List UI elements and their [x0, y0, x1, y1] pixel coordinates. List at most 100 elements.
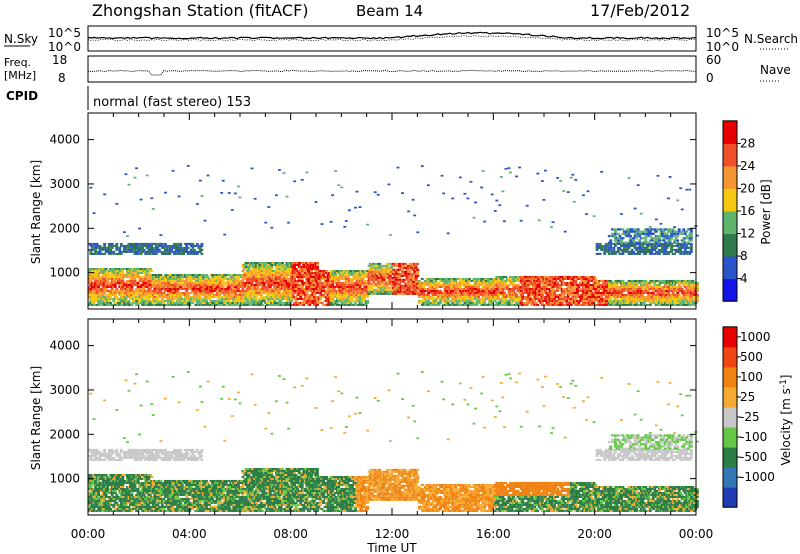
data-cell [440, 291, 444, 294]
data-cell [281, 275, 284, 278]
data-cell [256, 291, 260, 294]
data-cell [569, 283, 573, 286]
data-cell [466, 303, 470, 306]
data-cell [366, 279, 370, 282]
data-cell [597, 279, 601, 282]
data-cell [130, 250, 134, 253]
data-cell [481, 295, 485, 298]
data-cell [388, 280, 392, 283]
data-cell [425, 293, 429, 296]
data-cell [173, 291, 176, 294]
data-cell [364, 271, 368, 274]
data-cell [446, 303, 450, 306]
data-cell [498, 281, 502, 284]
data-cell [446, 283, 450, 286]
data-cell [300, 281, 304, 284]
data-cell [411, 284, 415, 287]
data-cell [240, 289, 243, 292]
data-cell [369, 284, 373, 287]
data-cell [565, 287, 569, 290]
data-cell [316, 289, 319, 292]
data-cell [303, 273, 307, 276]
data-cell [392, 278, 395, 281]
data-cell [92, 252, 96, 255]
data-cell [265, 267, 269, 270]
data-cell [370, 264, 374, 267]
data-cell [101, 271, 105, 274]
data-cell [398, 264, 401, 267]
data-cell [312, 275, 316, 278]
data-cell [258, 267, 262, 270]
data-cell [185, 283, 189, 286]
data-cell [180, 283, 184, 286]
data-cell [474, 285, 477, 288]
data-cell [110, 271, 114, 274]
data-cell [463, 297, 467, 300]
data-cell [177, 277, 181, 280]
data-cell [104, 287, 108, 290]
data-cell [185, 279, 189, 282]
data-cell [460, 279, 464, 282]
data-cell [516, 299, 520, 302]
data-cell [206, 275, 210, 278]
data-cell [136, 275, 140, 278]
data-cell [484, 279, 488, 282]
data-cell [101, 285, 105, 288]
data-cell [367, 270, 371, 273]
data-cell [332, 269, 336, 272]
data-cell [417, 295, 421, 298]
data-cell [392, 272, 395, 275]
data-cell [202, 299, 205, 302]
data-cell [174, 252, 178, 255]
data-cell [554, 289, 558, 292]
data-cell [536, 275, 540, 278]
data-cell [358, 303, 362, 306]
data-cell [457, 285, 461, 288]
data-cell [305, 171, 309, 174]
data-cell [578, 283, 582, 286]
data-cell [189, 281, 193, 284]
data-cell [162, 246, 166, 249]
data-cell [174, 248, 178, 251]
data-cell [305, 273, 309, 276]
data-cell [607, 285, 611, 288]
data-cell [267, 297, 271, 300]
data-cell [253, 299, 257, 302]
data-cell [118, 248, 122, 251]
data-cell [495, 199, 499, 202]
data-cell [539, 301, 543, 304]
data-cell [119, 297, 123, 300]
data-cell [458, 303, 462, 306]
data-cell [600, 297, 604, 300]
data-cell [98, 250, 102, 253]
data-cell [591, 301, 594, 304]
data-cell [115, 289, 119, 292]
data-cell [297, 263, 301, 266]
data-cell [317, 279, 321, 282]
data-cell [388, 270, 392, 273]
data-cell [554, 303, 558, 306]
data-cell [150, 285, 154, 288]
data-cell [390, 282, 394, 285]
data-cell [302, 301, 306, 304]
data-cell [363, 273, 366, 276]
data-cell [471, 293, 474, 296]
data-cell [195, 252, 199, 255]
data-cell [521, 297, 525, 300]
data-cell [499, 275, 503, 278]
data-cell [314, 263, 318, 266]
data-cell [589, 289, 593, 292]
data-cell [309, 301, 313, 304]
data-cell [284, 285, 287, 288]
data-cell [379, 264, 383, 267]
data-cell [446, 287, 450, 290]
data-cell [188, 250, 192, 253]
data-cell [224, 287, 228, 290]
data-cell [568, 285, 572, 288]
data-cell [571, 289, 575, 292]
data-cell [329, 279, 333, 282]
data-cell [347, 281, 351, 284]
data-cell [311, 267, 315, 270]
data-cell [113, 293, 117, 296]
data-cell [205, 289, 208, 292]
